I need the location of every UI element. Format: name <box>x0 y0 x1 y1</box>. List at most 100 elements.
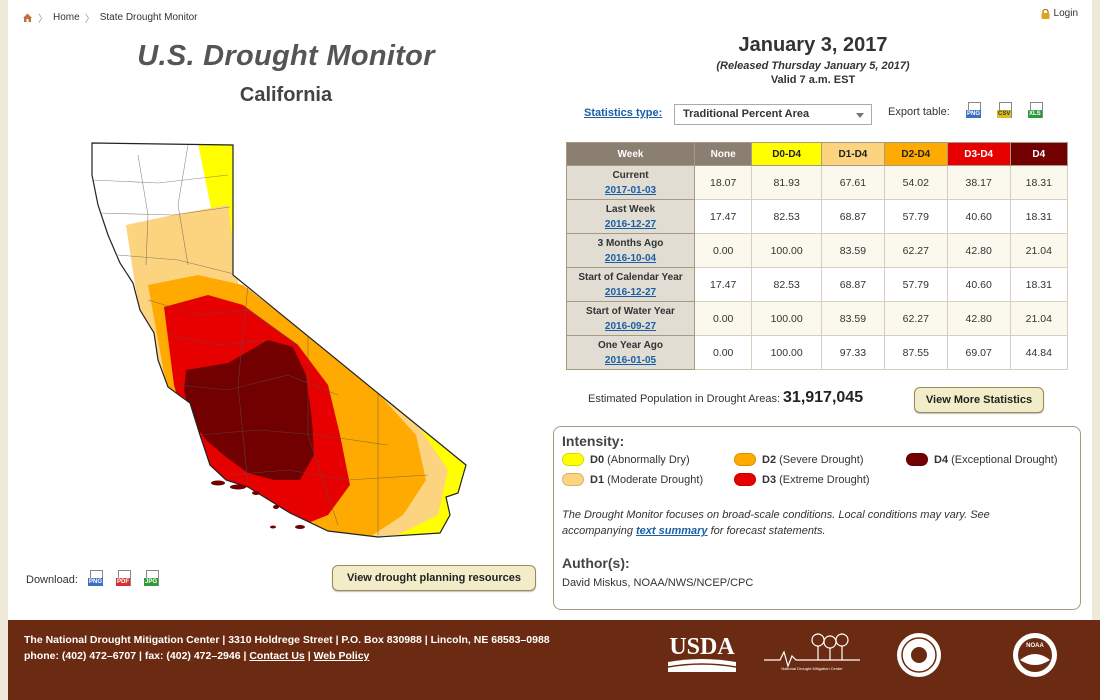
col-header-d1-d4: D1-D4 <box>820 142 885 166</box>
chevron-down-icon <box>856 113 864 118</box>
legend-swatch <box>906 453 928 466</box>
png-file-icon[interactable]: PNG <box>966 102 988 124</box>
statistics-type-value: Traditional Percent Area <box>683 108 810 120</box>
svg-text:National Drought Mitigation Ce: National Drought Mitigation Center <box>781 666 843 671</box>
week-date-link[interactable]: 2016-09-27 <box>604 320 657 332</box>
col-header-d3-d4: D3-D4 <box>946 142 1011 166</box>
footer-address: The National Drought Mitigation Center |… <box>24 634 550 646</box>
xls-file-icon[interactable]: XLS <box>1028 102 1050 124</box>
text-summary-link[interactable]: text summary <box>636 525 708 537</box>
login-label: Login <box>1053 8 1078 19</box>
state-name: California <box>239 84 333 106</box>
col-header-d2-d4: D2-D4 <box>883 142 948 166</box>
breadcrumb-current: State Drought Monitor <box>99 12 198 23</box>
csv-file-icon[interactable]: CSV <box>997 102 1019 124</box>
web-policy-link[interactable]: Web Policy <box>313 650 370 662</box>
svg-text:USDA: USDA <box>669 634 735 660</box>
col-header-none: None <box>693 142 753 166</box>
drought-planning-button[interactable]: View drought planning resources <box>332 565 536 591</box>
statistics-type-select[interactable]: Traditional Percent Area <box>674 104 872 125</box>
author-name: David Miskus, NOAA/NWS/NCEP/CPC <box>562 577 754 589</box>
login-link[interactable]: Login <box>1041 8 1078 19</box>
value-cell: 97.33 <box>820 335 885 370</box>
table-row: One Year Ago 2016-01-05 0.00 100.00 97.33 87.… <box>566 335 1069 370</box>
authors-title: Author(s): <box>562 555 630 571</box>
value-cell: 83.59 <box>820 233 885 268</box>
value-cell: 82.53 <box>751 199 822 234</box>
table-header-row: Week None D0-D4 D1-D4 D2-D4 D3-D4 D4 <box>566 142 1069 166</box>
value-cell: 18.31 <box>1009 199 1069 234</box>
export-table-label: Export table: <box>888 106 950 118</box>
table-row: Start of Calendar Year 2016-12-27 17.47 82.… <box>566 267 1069 302</box>
week-date-link[interactable]: 2017-01-03 <box>604 184 657 196</box>
ndmc-logo[interactable]: National Drought Mitigation Center <box>760 630 864 679</box>
col-header-d0-d4: D0-D4 <box>751 142 822 166</box>
value-cell: 21.04 <box>1009 301 1069 336</box>
week-label: 3 Months Ago <box>597 237 664 249</box>
population-label: Estimated Population in Drought Areas: <box>588 393 781 405</box>
chevron-right-icon: 〉 <box>38 14 48 25</box>
svg-text:NOAA: NOAA <box>1026 643 1044 649</box>
value-cell: 17.47 <box>693 267 753 302</box>
legend-item-d2: D2 (Severe Drought) <box>734 453 864 466</box>
value-cell: 42.80 <box>946 301 1011 336</box>
pdf-file-icon[interactable]: PDF <box>115 570 134 590</box>
week-label: Current <box>612 169 649 181</box>
view-more-statistics-button[interactable]: View More Statistics <box>914 387 1044 413</box>
noaa-logo[interactable]: NOAA <box>1010 630 1060 685</box>
value-cell: 57.79 <box>883 199 948 234</box>
legend-swatch <box>734 473 756 486</box>
week-date-link[interactable]: 2016-12-27 <box>604 218 657 230</box>
value-cell: 0.00 <box>693 233 753 268</box>
usda-logo[interactable]: USDA <box>664 632 740 681</box>
week-date-link[interactable]: 2016-01-05 <box>604 354 657 366</box>
legend-item-d1: D1 (Moderate Drought) <box>562 473 703 486</box>
week-label: Last Week <box>605 203 656 215</box>
value-cell: 38.17 <box>946 165 1011 200</box>
value-cell: 68.87 <box>820 267 885 302</box>
week-label: Start of Calendar Year <box>578 271 683 283</box>
statistics-type-label[interactable]: Statistics type: <box>584 107 663 119</box>
week-cell: Current 2017-01-03 <box>566 165 695 200</box>
usdoc-seal-logo[interactable] <box>894 630 944 685</box>
value-cell: 69.07 <box>946 335 1011 370</box>
table-row: 3 Months Ago 2016-10-04 0.00 100.00 83.59 62.… <box>566 233 1069 268</box>
legend-item-d3: D3 (Extreme Drought) <box>734 473 870 486</box>
legend-item-d0: D0 (Abnormally Dry) <box>562 453 690 466</box>
week-cell: Last Week 2016-12-27 <box>566 199 695 234</box>
legend-swatch <box>562 473 584 486</box>
value-cell: 0.00 <box>693 301 753 336</box>
jpg-file-icon[interactable]: JPG <box>143 570 162 590</box>
legend-title: Intensity: <box>562 433 625 449</box>
value-cell: 18.07 <box>693 165 753 200</box>
value-cell: 42.80 <box>946 233 1011 268</box>
page-title: U.S. Drought Monitor <box>137 40 435 72</box>
week-cell: Start of Water Year 2016-09-27 <box>566 301 695 336</box>
week-date-link[interactable]: 2016-10-04 <box>604 252 657 264</box>
value-cell: 57.79 <box>883 267 948 302</box>
population-in-drought: Estimated Population in Drought Areas: 31… <box>588 389 863 407</box>
week-label: Start of Water Year <box>586 305 675 317</box>
week-label: One Year Ago <box>597 339 664 351</box>
breadcrumb-home-link[interactable]: Home <box>53 12 80 23</box>
contact-us-link[interactable]: Contact Us <box>249 650 305 662</box>
png-file-icon[interactable]: PNG <box>87 570 106 590</box>
value-cell: 62.27 <box>883 233 948 268</box>
breadcrumb: 〉 Home 〉 State Drought Monitor <box>22 10 198 25</box>
value-cell: 81.93 <box>751 165 822 200</box>
week-cell: One Year Ago 2016-01-05 <box>566 335 695 370</box>
value-cell: 40.60 <box>946 267 1011 302</box>
week-date-link[interactable]: 2016-12-27 <box>604 286 657 298</box>
table-row: Current 2017-01-03 18.07 81.93 67.61 54.02 38.… <box>566 165 1069 200</box>
footer: The National Drought Mitigation Center |… <box>8 620 1100 700</box>
value-cell: 21.04 <box>1009 233 1069 268</box>
release-date: (Released Thursday January 5, 2017) <box>716 60 910 72</box>
home-icon[interactable] <box>22 12 33 23</box>
value-cell: 100.00 <box>751 233 822 268</box>
value-cell: 54.02 <box>883 165 948 200</box>
value-cell: 100.00 <box>751 301 822 336</box>
week-cell: 3 Months Ago 2016-10-04 <box>566 233 695 268</box>
value-cell: 18.31 <box>1009 267 1069 302</box>
page: 〉 Home 〉 State Drought Monitor Login U.S… <box>8 0 1100 700</box>
value-cell: 87.55 <box>883 335 948 370</box>
